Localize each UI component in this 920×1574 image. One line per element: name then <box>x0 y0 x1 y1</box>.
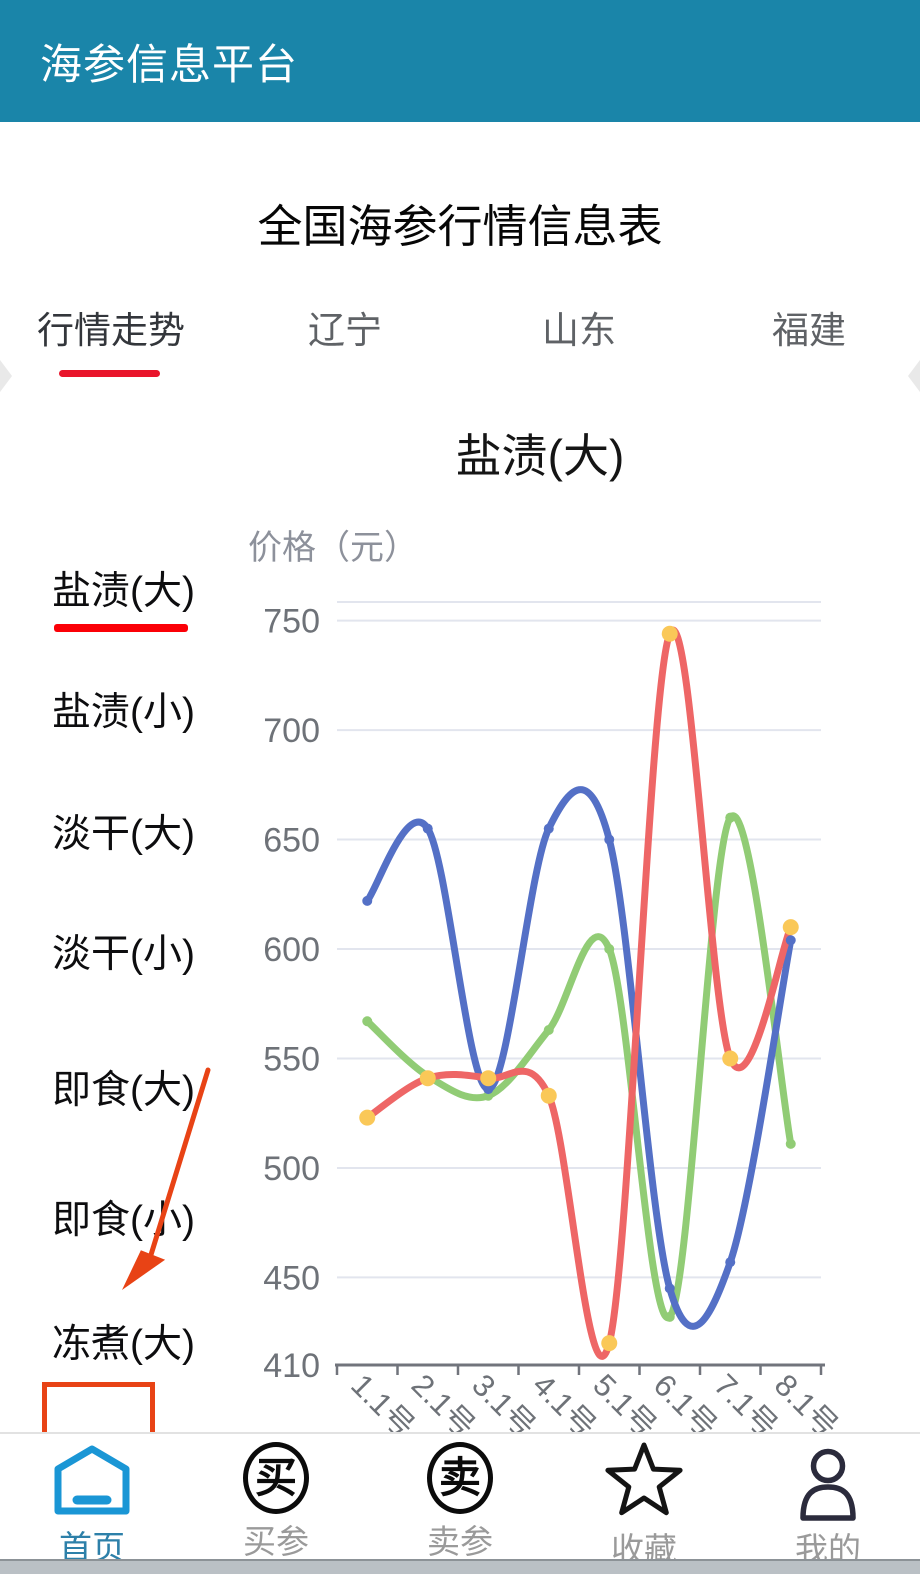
chart-title: 盐渍(大) <box>455 430 625 482</box>
sidebar-item-dongzhu-large[interactable]: 冻煮(大) <box>52 1323 195 1366</box>
sidebar-item-jishi-large[interactable]: 即食(大) <box>52 1069 195 1112</box>
sell-circle-icon: 卖 <box>427 1442 493 1514</box>
nav-item-sell[interactable]: 卖 卖参 <box>368 1434 552 1560</box>
user-icon <box>790 1442 866 1522</box>
nav-item-profile[interactable]: 我的 <box>736 1434 920 1568</box>
nav-item-favorites[interactable]: 收藏 <box>552 1434 736 1568</box>
sidebar-item-yanzi-small[interactable]: 盐渍(小) <box>52 691 195 734</box>
svg-text:650: 650 <box>263 822 320 860</box>
app-header: 海参信息平台 <box>0 0 920 122</box>
svg-text:700: 700 <box>263 712 320 750</box>
home-icon <box>50 1442 134 1520</box>
app-title: 海参信息平台 <box>40 40 299 88</box>
tab-shandong[interactable]: 山东 <box>542 310 616 351</box>
svg-text:550: 550 <box>263 1040 320 1078</box>
bottom-nav: 首页 买 买参 卖 卖参 收藏 <box>0 1434 920 1568</box>
svg-text:500: 500 <box>263 1150 320 1188</box>
y-axis-name: 价格（元） <box>248 529 418 567</box>
nav-item-buy[interactable]: 买 买参 <box>184 1434 368 1560</box>
right-edge-chevron-icon <box>908 360 920 392</box>
svg-text:750: 750 <box>263 603 320 641</box>
nav-divider <box>0 1432 920 1434</box>
svg-text:450: 450 <box>263 1259 320 1297</box>
svg-text:410: 410 <box>263 1347 320 1385</box>
sidebar-item-dangan-large[interactable]: 淡干(大) <box>52 813 195 856</box>
nav-label-buy: 买参 <box>243 1523 309 1560</box>
tab-fujian[interactable]: 福建 <box>772 310 846 351</box>
tab-liaoning[interactable]: 辽宁 <box>308 310 382 351</box>
sidebar-item-dangan-small[interactable]: 淡干(小) <box>52 933 195 976</box>
nav-label-sell: 卖参 <box>427 1523 493 1560</box>
tab-market-trend[interactable]: 行情走势 <box>37 310 185 351</box>
star-icon <box>601 1442 687 1522</box>
active-menu-underline <box>54 624 188 632</box>
sidebar-item-jishi-small[interactable]: 即食(小) <box>52 1199 195 1242</box>
left-edge-chevron-icon <box>0 360 12 392</box>
page-title: 全国海参行情信息表 <box>257 201 663 252</box>
nav-item-home[interactable]: 首页 <box>0 1434 184 1566</box>
svg-text:600: 600 <box>263 931 320 969</box>
home-indicator-bar <box>0 1559 920 1574</box>
active-tab-underline <box>59 370 160 377</box>
buy-circle-icon: 买 <box>243 1442 309 1514</box>
sidebar-item-yanzi-large[interactable]: 盐渍(大) <box>52 570 195 613</box>
